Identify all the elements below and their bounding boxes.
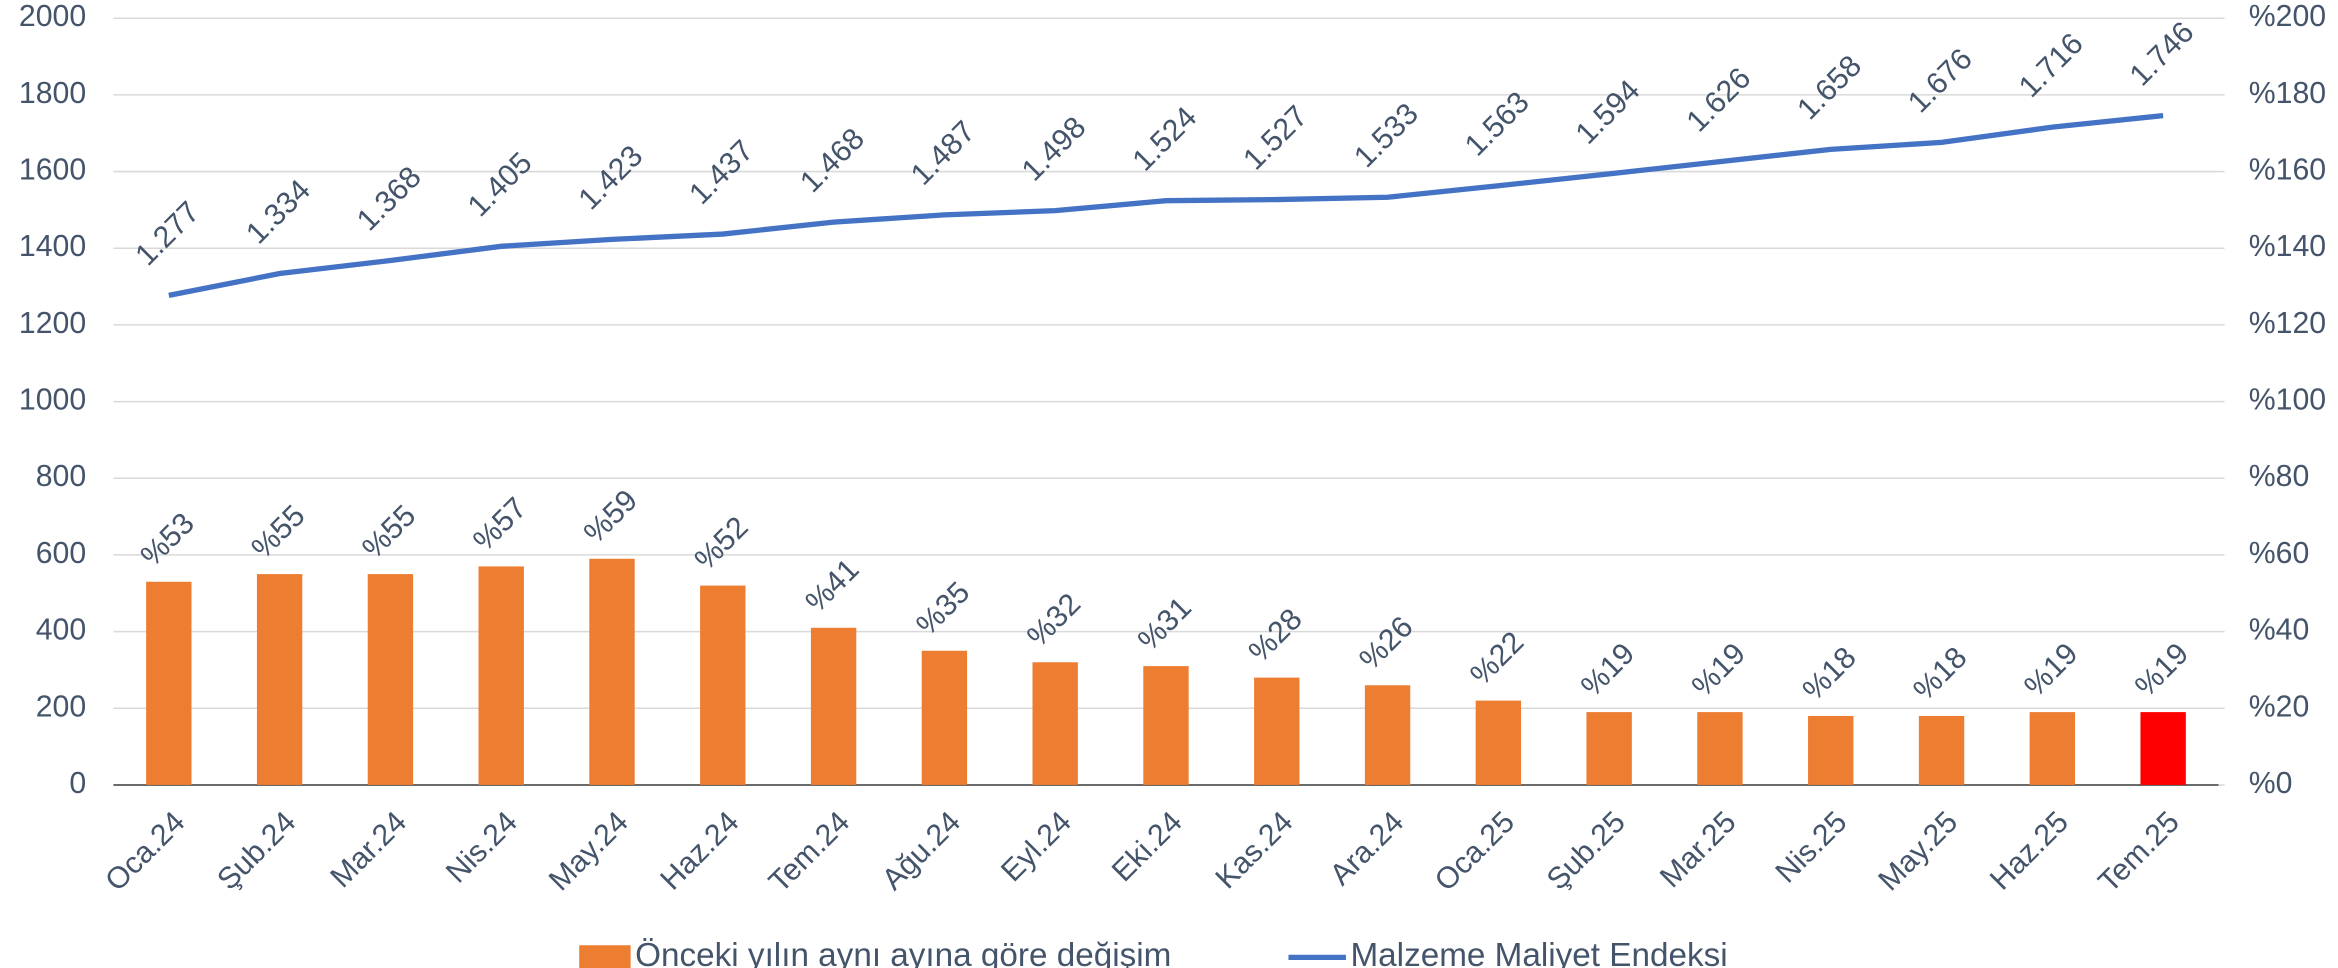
bar — [1032, 662, 1078, 785]
bar — [1143, 666, 1189, 785]
y-tick-label: 200 — [36, 690, 86, 723]
y-tick-label: 1000 — [19, 384, 86, 417]
bar — [256, 574, 303, 785]
y2-tick-label: %80 — [2249, 460, 2310, 493]
line-value-label: 1.498 — [1016, 111, 1093, 188]
line-value-label: 1.527 — [1237, 100, 1314, 177]
bar-value-label: %18 — [1797, 641, 1863, 707]
bar — [146, 581, 192, 785]
bar-value-label: %19 — [1575, 637, 1641, 703]
bar — [1364, 685, 1411, 785]
legend-swatch — [579, 945, 631, 968]
line-value-label: 1.405 — [462, 146, 539, 223]
x-tick-label: Eki.24 — [1106, 805, 1189, 888]
y-tick-label: 2000 — [19, 0, 86, 33]
line-value-label: 1.334 — [240, 174, 317, 251]
bar — [1918, 715, 1965, 785]
bar — [2029, 712, 2076, 785]
y2-tick-label: %140 — [2249, 230, 2326, 263]
bar-value-label: %59 — [578, 484, 644, 550]
y2-tick-label: %160 — [2249, 154, 2326, 187]
bar — [1586, 712, 1632, 785]
bar-value-label: %31 — [1132, 591, 1198, 657]
bar-value-label: %22 — [1464, 626, 1530, 692]
x-tick-label: Nis.25 — [1770, 805, 1854, 889]
x-tick-label: Kas.24 — [1210, 805, 1300, 895]
y-tick-label: 1400 — [19, 230, 86, 263]
line-value-label: 1.423 — [573, 139, 650, 216]
line-value-label: 1.594 — [1570, 74, 1647, 151]
x-tick-label: Haz.24 — [654, 805, 745, 896]
x-tick-label: Eyl.24 — [995, 805, 1078, 888]
bar — [478, 566, 524, 785]
legend-label: Önceki yılın aynı ayına göre değişim — [635, 937, 1171, 968]
bar-value-label: %32 — [1021, 587, 1087, 653]
y2-tick-label: %180 — [2249, 77, 2326, 110]
bar — [1697, 712, 1743, 785]
bar-value-label: %57 — [467, 491, 533, 557]
bar-value-label: %19 — [2018, 637, 2084, 703]
line-value-label: 1.437 — [683, 134, 760, 211]
bar — [921, 650, 968, 785]
bar-value-label: %26 — [1353, 610, 1419, 676]
line-value-label: 1.533 — [1348, 97, 1425, 174]
y2-tick-label: %120 — [2249, 307, 2326, 340]
bar-value-label: %53 — [135, 507, 201, 573]
bar — [1475, 700, 1522, 785]
y2-tick-label: %60 — [2249, 537, 2310, 570]
bar — [1808, 715, 1854, 785]
bar-value-label: %52 — [689, 511, 755, 577]
x-tick-label: May.25 — [1872, 805, 1964, 897]
x-tick-label: Tem.24 — [763, 805, 856, 898]
y-tick-label: 1800 — [19, 77, 86, 110]
y-tick-label: 600 — [36, 537, 86, 570]
bar — [589, 558, 635, 785]
line-value-label: 1.563 — [1459, 86, 1536, 163]
x-tick-label: Tem.25 — [2092, 805, 2185, 898]
line — [168, 112, 2164, 298]
x-tick-label: Oca.25 — [1429, 805, 1521, 897]
line-value-label: 1.626 — [1680, 62, 1757, 139]
line-value-label: 1.524 — [1126, 101, 1203, 178]
y-tick-label: 400 — [36, 614, 86, 647]
bar-value-label: %28 — [1243, 603, 1309, 669]
bar — [367, 574, 414, 785]
x-tick-label: Nis.24 — [440, 805, 524, 889]
legend-label: Malzeme Maliyet Endeksi — [1350, 937, 1727, 968]
y2-tick-label: %100 — [2249, 384, 2326, 417]
line-value-label: 1.716 — [2013, 27, 2090, 104]
bar-value-label: %41 — [799, 553, 865, 619]
x-tick-label: Şub.24 — [211, 805, 302, 896]
x-tick-label: Şub.25 — [1541, 805, 1632, 896]
x-tick-label: Mar.24 — [324, 805, 413, 894]
line-value-label: 1.468 — [794, 122, 871, 199]
y2-tick-label: %40 — [2249, 614, 2310, 647]
line-value-label: 1.277 — [129, 195, 206, 272]
bar-value-label: %19 — [1686, 637, 1752, 703]
y-tick-label: 1600 — [19, 154, 86, 187]
y-tick-label: 0 — [69, 767, 86, 800]
x-tick-label: Haz.25 — [1984, 805, 2075, 896]
bar — [2140, 712, 2186, 785]
bar-value-label: %19 — [2129, 637, 2195, 703]
x-tick-label: May.24 — [543, 805, 635, 897]
line-value-label: 1.487 — [905, 115, 982, 192]
y2-tick-label: %20 — [2249, 690, 2310, 723]
line-value-label: 1.676 — [1902, 42, 1979, 119]
bar — [810, 627, 857, 785]
bar — [1254, 677, 1300, 785]
x-tick-label: Ara.24 — [1324, 805, 1410, 891]
y-tick-label: 800 — [36, 460, 86, 493]
x-tick-label: Ağu.24 — [876, 805, 967, 896]
x-tick-label: Oca.24 — [99, 805, 191, 897]
y2-tick-label: %0 — [2249, 767, 2293, 800]
x-tick-label: Mar.25 — [1654, 805, 1743, 894]
line-value-label: 1.658 — [1791, 49, 1868, 126]
bar — [700, 585, 746, 785]
bar-value-label: %18 — [1907, 641, 1973, 707]
line-value-label: 1.746 — [2124, 16, 2201, 93]
y-tick-label: 1200 — [19, 307, 86, 340]
y2-tick-label: %200 — [2249, 0, 2326, 33]
